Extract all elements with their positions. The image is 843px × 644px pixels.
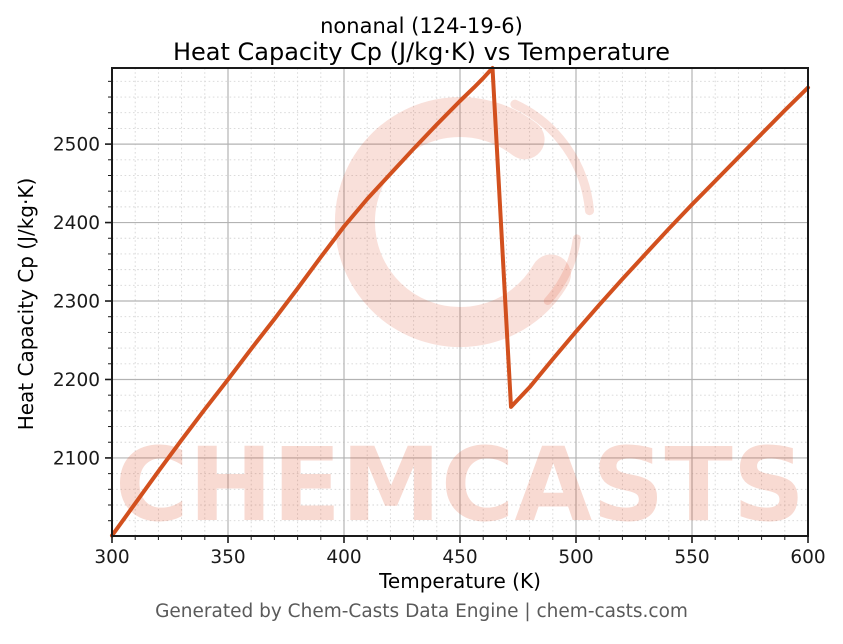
watermark-text: CHEMCASTS <box>115 426 805 545</box>
y-tick-label: 2300 <box>53 292 100 313</box>
y-tick-label: 2500 <box>53 135 100 156</box>
series-line <box>110 66 810 538</box>
x-tick-label: 300 <box>94 547 129 568</box>
y-tick-label: 2200 <box>53 370 100 391</box>
x-tick-label: 450 <box>442 547 477 568</box>
x-tick-label: 600 <box>790 547 825 568</box>
x-tick-label: 350 <box>210 547 245 568</box>
x-tick-label: 550 <box>674 547 709 568</box>
y-tick-label: 2100 <box>53 448 100 469</box>
x-tick-label: 400 <box>326 547 361 568</box>
y-tick-label: 2400 <box>53 213 100 234</box>
y-axis-label: Heat Capacity Cp (J/kg·K) <box>14 177 38 431</box>
x-axis-label: Temperature (K) <box>379 569 541 593</box>
c-swirl-accent-right <box>543 234 581 305</box>
c-swirl-logo <box>334 97 571 348</box>
footer-attribution: Generated by Chem-Casts Data Engine | ch… <box>155 601 688 622</box>
x-tick-label: 500 <box>558 547 593 568</box>
c-swirl-accent-top <box>510 99 594 216</box>
chart-title-line1: nonanal (124-19-6) <box>320 14 523 38</box>
chart-title-line2: Heat Capacity Cp (J/kg·K) vs Temperature <box>172 38 671 66</box>
watermark: CHEMCASTS <box>115 97 805 545</box>
